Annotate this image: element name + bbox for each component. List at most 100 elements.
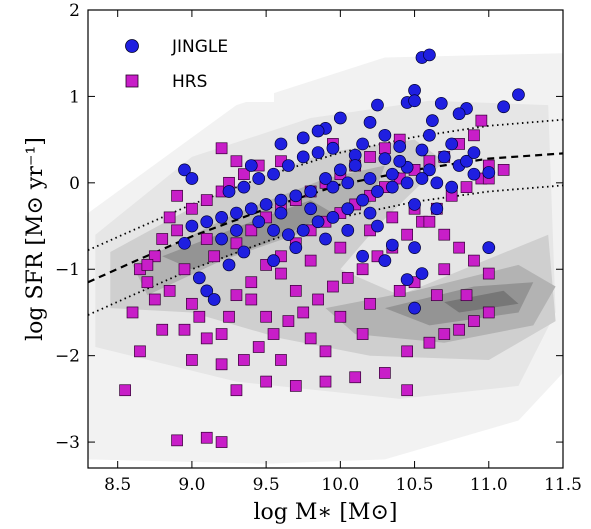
jingle-point-74 bbox=[222, 258, 236, 272]
jingle-point-28 bbox=[363, 172, 377, 185]
hrs-point-95 bbox=[230, 155, 243, 168]
hrs-point-11 bbox=[156, 233, 169, 245]
jingle-point-100 bbox=[363, 206, 377, 220]
jingle-point-50 bbox=[267, 224, 280, 237]
y-tick-label-2: 0 bbox=[69, 174, 80, 194]
jingle-point-39 bbox=[185, 219, 199, 233]
axis-ticks bbox=[88, 9, 564, 468]
jingle-point-27 bbox=[385, 167, 399, 181]
jingle-point-20 bbox=[393, 140, 407, 153]
jingle-point-15 bbox=[311, 124, 325, 138]
jingle-point-70 bbox=[400, 273, 414, 286]
jingle-point-24 bbox=[467, 167, 481, 181]
hrs-point-21 bbox=[178, 263, 191, 276]
hrs-point-121 bbox=[260, 310, 272, 323]
y-tick-label-4: −2 bbox=[55, 347, 80, 367]
hrs-point-4 bbox=[134, 345, 146, 358]
jingle-point-62 bbox=[445, 180, 459, 194]
jingle-point-79 bbox=[371, 219, 384, 233]
jingle-point-40 bbox=[178, 163, 191, 177]
jingle-point-98 bbox=[408, 198, 421, 211]
jingle-point-82 bbox=[289, 241, 303, 254]
jingle-point-31 bbox=[304, 185, 318, 198]
legend-jingle-label: JINGLE bbox=[171, 37, 228, 57]
hrs-point-27 bbox=[223, 310, 235, 323]
hrs-point-87 bbox=[468, 254, 480, 267]
jingle-point-17 bbox=[326, 141, 340, 155]
jingle-point-16 bbox=[296, 131, 310, 145]
jingle-point-54 bbox=[326, 211, 340, 224]
jingle-point-1 bbox=[423, 48, 436, 62]
hrs-point-96 bbox=[200, 233, 213, 245]
jingle-point-47 bbox=[296, 150, 310, 164]
jingle-point-65 bbox=[482, 241, 496, 254]
jingle-point-38 bbox=[200, 215, 214, 229]
jingle-point-81 bbox=[319, 232, 332, 246]
plot-frame bbox=[87, 9, 564, 469]
jingle-point-13 bbox=[363, 115, 377, 129]
hrs-point-111 bbox=[245, 293, 258, 306]
jingle-point-33 bbox=[274, 193, 288, 207]
hrs-point-10 bbox=[148, 250, 161, 263]
hrs-point-57 bbox=[327, 280, 339, 293]
jingle-point-57 bbox=[371, 185, 384, 198]
jingle-point-42 bbox=[222, 185, 236, 198]
hrs-point-44 bbox=[468, 129, 480, 142]
jingle-point-34 bbox=[259, 198, 273, 211]
hrs-point-123 bbox=[193, 310, 206, 323]
hrs-point-20 bbox=[215, 142, 228, 155]
y-axis-title: log SFR [M⊙ yr⁻¹] bbox=[23, 137, 48, 341]
x-axis-title: log M∗ [M⊙] bbox=[254, 500, 398, 525]
jingle-point-84 bbox=[230, 224, 243, 237]
jingle-point-92 bbox=[244, 159, 258, 172]
hrs-point-116 bbox=[386, 211, 399, 224]
hrs-point-89 bbox=[438, 228, 451, 241]
hrs-point-66 bbox=[289, 380, 302, 392]
hrs-point-23 bbox=[178, 323, 191, 336]
x-tick-label-2: 9.5 bbox=[253, 475, 280, 495]
hrs-point-5 bbox=[156, 323, 169, 336]
hrs-point-73 bbox=[453, 323, 465, 336]
hrs-point-1 bbox=[171, 434, 183, 447]
jingle-point-21 bbox=[415, 143, 429, 157]
hrs-point-65 bbox=[260, 375, 272, 388]
jingle-point-83 bbox=[274, 206, 288, 220]
hrs-point-74 bbox=[468, 315, 480, 327]
jingle-point-7 bbox=[512, 88, 525, 102]
hrs-point-12 bbox=[171, 224, 183, 237]
jingle-point-97 bbox=[393, 154, 407, 168]
legend-box bbox=[98, 20, 274, 102]
dashed-line-0 bbox=[87, 152, 564, 284]
fit-lines bbox=[87, 118, 564, 316]
hrs-point-125 bbox=[141, 259, 154, 271]
contour-level-6-7 bbox=[444, 290, 519, 313]
hrs-point-76 bbox=[430, 289, 443, 302]
hrs-point-26 bbox=[215, 358, 228, 371]
jingle-point-6 bbox=[434, 96, 448, 110]
jingle-point-93 bbox=[274, 137, 288, 151]
hrs-point-107 bbox=[364, 151, 376, 163]
hrs-point-46 bbox=[497, 164, 510, 176]
jingle-point-63 bbox=[460, 154, 473, 168]
jingle-point-58 bbox=[385, 180, 399, 194]
hrs-point-75 bbox=[482, 306, 495, 319]
hrs-point-78 bbox=[393, 284, 406, 297]
x-tick-labels: 8.5 9.0 9.5 10.0 10.5 11.0 11.5 bbox=[104, 475, 582, 495]
jingle-point-80 bbox=[341, 224, 355, 237]
y-tick-label-0: 2 bbox=[69, 1, 80, 21]
jingle-point-72 bbox=[267, 254, 280, 267]
y-tick-labels: 2 1 0 −1 −2 −3 bbox=[55, 1, 80, 453]
hrs-point-119 bbox=[460, 289, 473, 302]
hrs-point-25 bbox=[200, 332, 213, 345]
hrs-point-91 bbox=[475, 114, 488, 127]
hrs-point-58 bbox=[312, 293, 324, 306]
hrs-point-98 bbox=[230, 237, 243, 250]
jingle-point-8 bbox=[497, 100, 510, 114]
hrs-point-64 bbox=[230, 384, 243, 397]
jingle-point-60 bbox=[415, 172, 429, 185]
jingle-point-87 bbox=[356, 137, 369, 151]
jingle-point-99 bbox=[430, 202, 444, 216]
legend-hrs-marker bbox=[125, 74, 139, 88]
hrs-point-61 bbox=[267, 328, 280, 340]
